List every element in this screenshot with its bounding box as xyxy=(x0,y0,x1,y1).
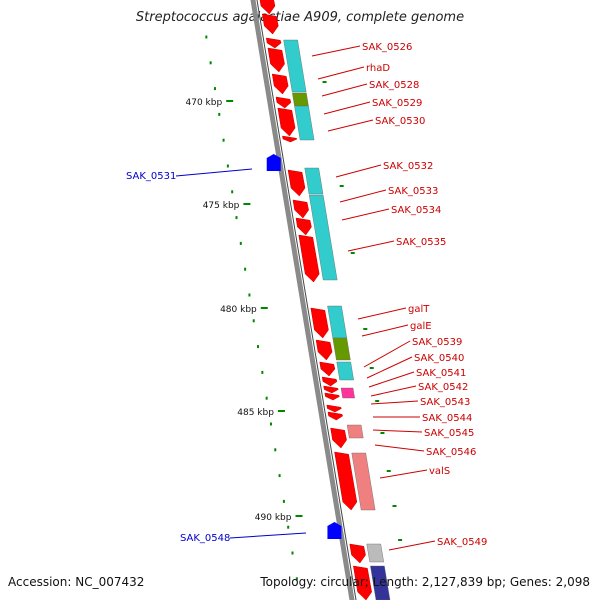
gene-label-SAK_0530: SAK_0530 xyxy=(375,116,425,127)
gene-label-SAK_0548: SAK_0548 xyxy=(180,533,230,544)
tick-layer xyxy=(205,35,303,581)
backbone-line xyxy=(250,0,355,600)
gene-arrow xyxy=(330,427,347,449)
gene-arrow xyxy=(327,411,343,421)
gene-label-leader xyxy=(370,385,417,397)
gene-label-SAK_0545: SAK_0545 xyxy=(424,428,474,439)
gene-arrow xyxy=(319,361,336,377)
scale-label: 480 kbp xyxy=(220,305,257,315)
gene-label-SAK_0541: SAK_0541 xyxy=(416,368,466,379)
gene-label-leader xyxy=(311,45,361,57)
gene-arrow xyxy=(265,37,282,49)
gene-label-SAK_0534: SAK_0534 xyxy=(391,205,441,216)
cds-bar xyxy=(283,39,307,93)
gene-label-SAK_0533: SAK_0533 xyxy=(388,186,438,197)
scale-label: 475 kbp xyxy=(203,201,240,211)
cds-bar xyxy=(370,565,391,600)
gene-arrow xyxy=(323,385,339,394)
gene-arrow xyxy=(349,543,366,564)
cds-bar xyxy=(294,105,315,141)
genome-summary-text: Topology: circular; Length: 2,127,839 bp… xyxy=(260,575,590,589)
cds-bar xyxy=(332,337,351,361)
cds-bar xyxy=(327,305,348,339)
gene-label-leader xyxy=(388,540,436,551)
gene-label-valS: valS xyxy=(429,466,450,477)
gene-label-leader xyxy=(323,101,371,115)
gene-label-leader xyxy=(368,371,415,388)
cds-bar xyxy=(351,452,376,511)
gene-label-SAK_0539: SAK_0539 xyxy=(412,337,462,348)
gene-arrow xyxy=(267,47,285,73)
gene-label-leader xyxy=(372,429,423,433)
gene-arrow xyxy=(277,107,296,137)
gene-label-leader xyxy=(327,119,374,132)
gene-label-leader xyxy=(339,189,387,203)
gene-label-SAK_0549: SAK_0549 xyxy=(437,537,487,548)
gene-arrow xyxy=(275,96,292,109)
gene-arrow xyxy=(292,199,309,219)
gene-label-SAK_0535: SAK_0535 xyxy=(396,237,446,248)
label-layer: 470 kbp 475 kbp 480 kbp 485 kbp 490 kbp SAK_0… xyxy=(126,42,487,551)
cds-bar xyxy=(366,543,384,563)
gene-arrow xyxy=(262,13,279,35)
scale-label: 485 kbp xyxy=(237,408,274,418)
cds-bar xyxy=(346,424,364,439)
gene-label-rhaD: rhaD xyxy=(366,63,390,74)
gene-arrow xyxy=(353,565,372,600)
gene-arrow xyxy=(334,451,358,511)
gene-arrow xyxy=(287,169,306,197)
gene-label-galE: galE xyxy=(410,321,432,332)
gene-label-leader xyxy=(317,66,365,80)
gene-arrow xyxy=(295,217,312,236)
gene-arrow xyxy=(259,0,276,15)
gene-label-SAK_0526: SAK_0526 xyxy=(362,42,412,53)
gene-label-leader xyxy=(341,208,390,221)
gene-label-leader xyxy=(347,240,395,252)
accession-text: Accession: NC_007432 xyxy=(8,575,145,589)
gene-arrow xyxy=(324,392,340,401)
gene-label-leader xyxy=(229,532,307,539)
gene-label-SAK_0540: SAK_0540 xyxy=(414,353,464,364)
scale-label: 490 kbp xyxy=(255,513,292,523)
gene-label-SAK_0546: SAK_0546 xyxy=(426,447,476,458)
gene-arrow xyxy=(326,404,342,413)
gene-arrow xyxy=(310,307,329,339)
gene-label-leader xyxy=(379,469,428,479)
cds-bar xyxy=(304,167,324,195)
map-title: Streptococcus agalactiae A909, complete … xyxy=(135,10,465,25)
cds-bar xyxy=(336,361,354,381)
gene-label-leader xyxy=(370,400,419,405)
cds-bar xyxy=(340,387,355,399)
feature-layer xyxy=(259,0,403,600)
gene-label-leader xyxy=(335,164,382,178)
gene-arrow xyxy=(282,135,298,143)
gene-label-SAK_0532: SAK_0532 xyxy=(383,161,433,172)
scale-label: 470 kbp xyxy=(186,98,223,108)
gene-label-leader xyxy=(175,168,253,177)
gene-label-leader xyxy=(321,83,368,97)
blue-gene-feature xyxy=(327,522,342,539)
gene-arrow xyxy=(321,376,338,387)
gene-label-SAK_0544: SAK_0544 xyxy=(422,413,472,424)
gene-label-SAK_0528: SAK_0528 xyxy=(369,80,419,91)
gene-label-SAK_0529: SAK_0529 xyxy=(372,98,422,109)
gene-label-leader xyxy=(357,307,407,320)
gene-arrow xyxy=(271,73,289,95)
gene-label-leader xyxy=(361,324,409,337)
blue-gene-feature xyxy=(266,154,281,171)
backbone-edge xyxy=(256,0,357,600)
backbone-layer xyxy=(250,0,357,600)
gene-label-leader xyxy=(366,356,413,379)
gene-label-SAK_0542: SAK_0542 xyxy=(418,382,468,393)
gene-label-SAK_0543: SAK_0543 xyxy=(420,397,470,408)
gene-arrow xyxy=(298,234,320,283)
cds-bar xyxy=(292,92,309,107)
gene-label-SAK_0531: SAK_0531 xyxy=(126,171,176,182)
gene-label-leader xyxy=(363,340,411,368)
gene-label-galT: galT xyxy=(408,304,430,315)
cds-bar xyxy=(308,194,338,281)
gene-label-leader xyxy=(374,444,425,452)
gene-arrow xyxy=(315,339,333,361)
